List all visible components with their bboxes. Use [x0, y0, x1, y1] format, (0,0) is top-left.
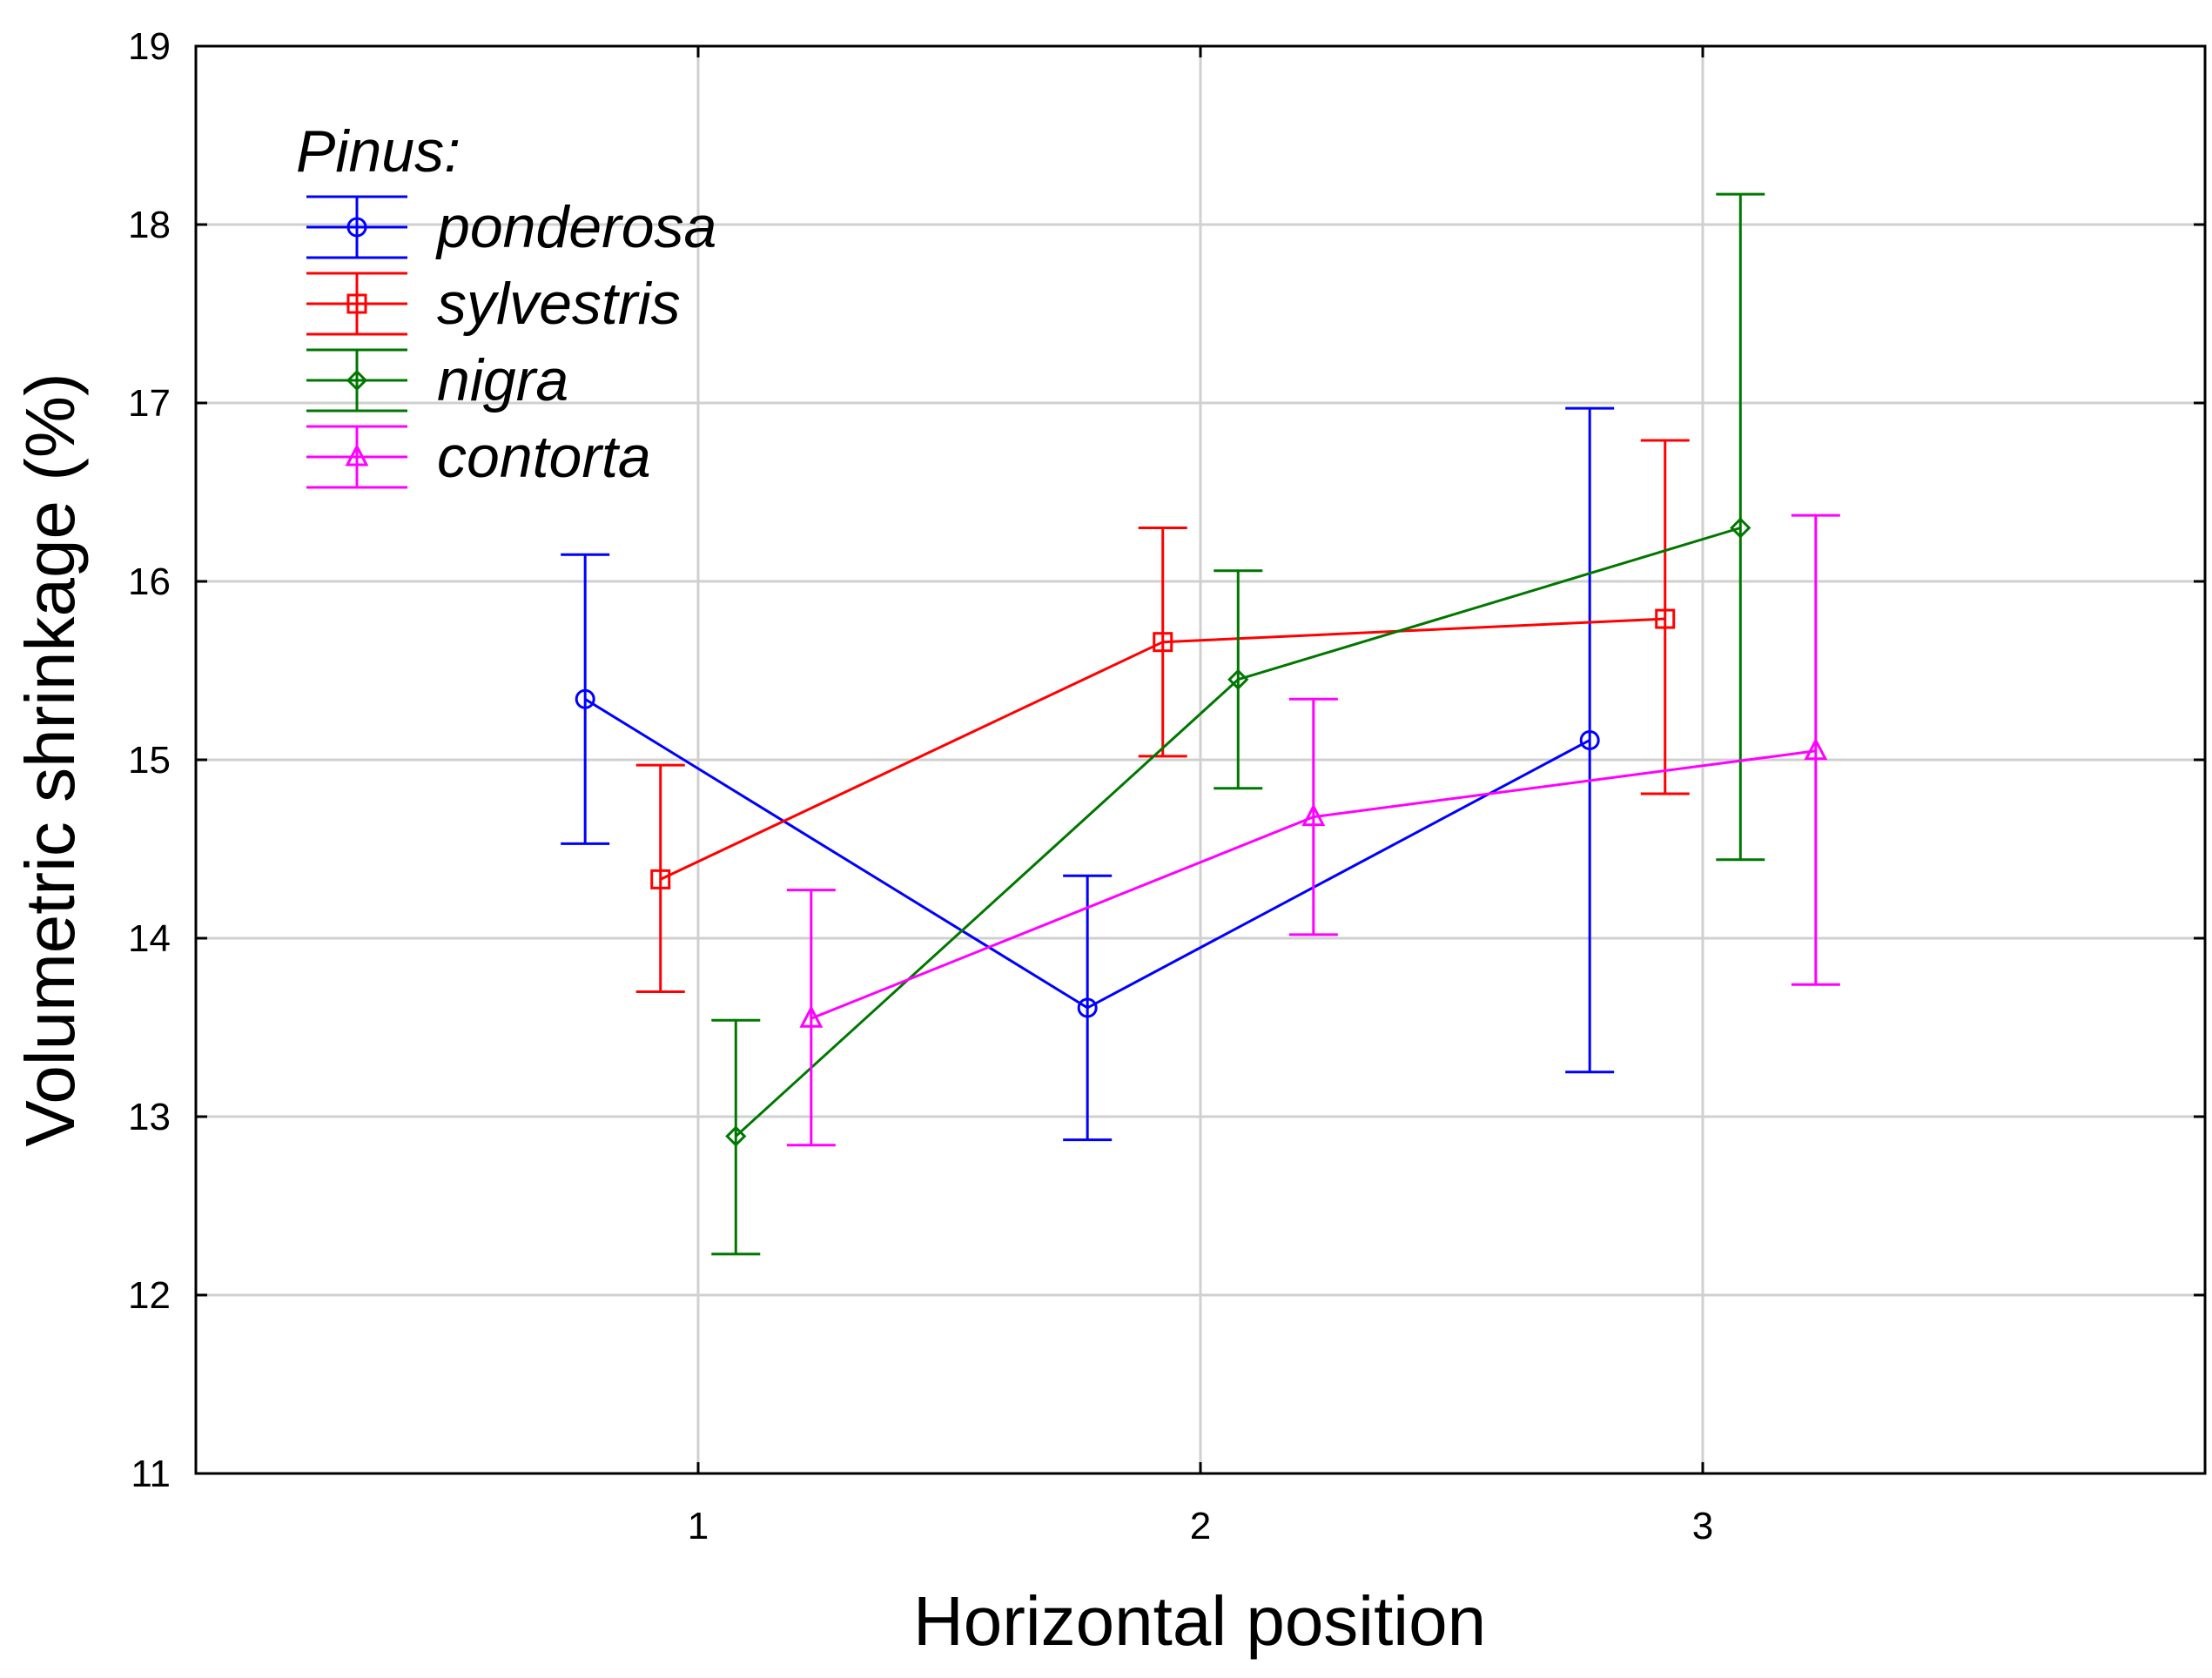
- data-point-nigra: [725, 1125, 747, 1147]
- legend-entries: ponderosa sylvestris nigra contorta: [306, 194, 716, 490]
- legend-label: ponderosa: [435, 194, 716, 260]
- series-ponderosa: [561, 406, 1615, 1142]
- data-point-contorta: [799, 1005, 824, 1028]
- y-tick-label: 18: [128, 204, 171, 246]
- legend-label: contorta: [437, 424, 651, 490]
- y-tick-label: 15: [128, 739, 171, 782]
- legend-label: sylvestris: [437, 271, 681, 337]
- legend-label: nigra: [437, 347, 568, 413]
- data-point-sylvestris: [1153, 632, 1173, 653]
- data-point-ponderosa: [575, 688, 595, 709]
- grid-lines: [196, 46, 2205, 1473]
- data-point-nigra: [1730, 517, 1751, 539]
- y-axis-ticks: 11 12 13 14 15 16 17 18 19: [128, 25, 2205, 1495]
- y-tick-label: 16: [128, 560, 171, 603]
- y-tick-label: 19: [128, 25, 171, 68]
- x-tick-label: 2: [1190, 1505, 1211, 1547]
- data-point-ponderosa: [1579, 729, 1600, 750]
- legend-item-ponderosa: ponderosa: [306, 194, 716, 260]
- legend-marker: [346, 369, 368, 392]
- legend-item-contorta: contorta: [306, 424, 651, 490]
- data-point-contorta: [1301, 803, 1326, 827]
- data-point-sylvestris: [650, 869, 671, 889]
- series-nigra: [711, 192, 1765, 1256]
- x-axis-ticks: 1 2 3: [688, 46, 1713, 1547]
- data-point-sylvestris: [1655, 608, 1676, 629]
- x-tick-label: 3: [1692, 1505, 1713, 1547]
- y-tick-label: 12: [128, 1274, 171, 1317]
- series-contorta: [786, 513, 1840, 1147]
- legend: Pinus: ponderosa sylvestris nigra contorta: [296, 118, 716, 490]
- data-point-ponderosa: [1077, 997, 1098, 1018]
- data-point-nigra: [1227, 668, 1249, 690]
- legend-item-sylvestris: sylvestris: [306, 271, 681, 337]
- y-tick-label: 11: [131, 1453, 171, 1495]
- y-axis-title: Volumetric shrinkage (%): [11, 373, 89, 1146]
- series-sylvestris: [635, 439, 1690, 993]
- x-tick-label: 1: [688, 1505, 709, 1547]
- legend-marker: [346, 217, 367, 238]
- series-layer: [561, 192, 1840, 1256]
- y-tick-label: 17: [128, 382, 171, 425]
- y-tick-label: 14: [128, 917, 171, 960]
- y-tick-label: 13: [128, 1096, 171, 1138]
- data-point-contorta: [1804, 737, 1828, 761]
- legend-marker: [345, 443, 369, 466]
- legend-title: Pinus:: [296, 118, 461, 185]
- legend-marker: [346, 293, 367, 314]
- x-axis-title: Horizontal position: [913, 1582, 1486, 1660]
- legend-item-nigra: nigra: [306, 347, 568, 413]
